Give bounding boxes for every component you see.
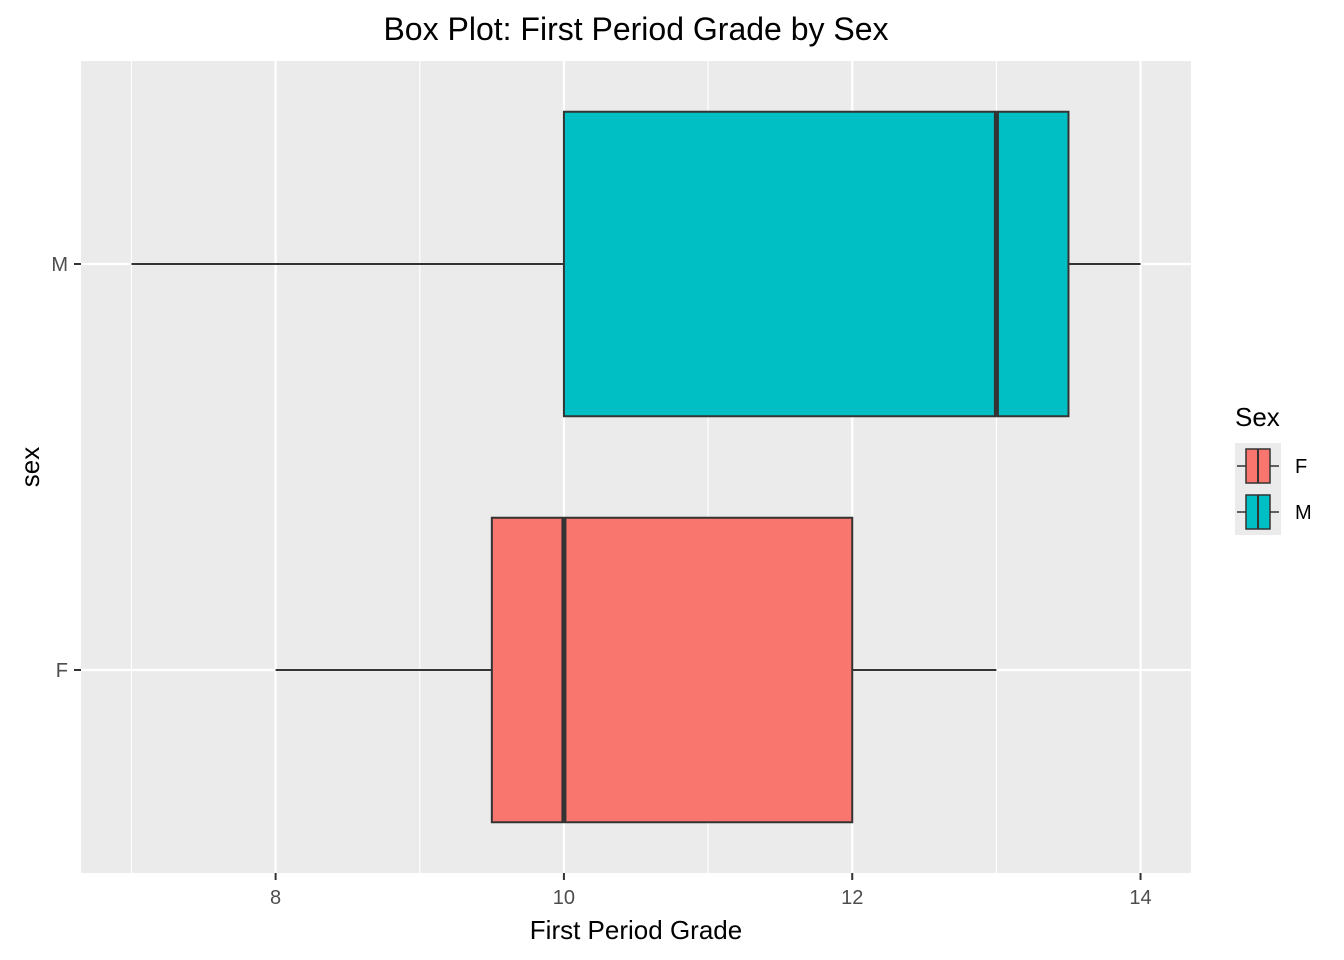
legend-title: Sex [1235, 402, 1280, 432]
x-tick-label: 12 [841, 887, 863, 909]
box-M [131, 110, 1141, 418]
box-F [275, 516, 997, 824]
x-axis: 8 10 12 14 [270, 873, 1152, 909]
x-tick-label: 10 [553, 887, 575, 909]
box-rect-F [490, 516, 854, 824]
y-tick-label: M [51, 254, 68, 276]
box-rect-M [562, 110, 1070, 418]
chart-title: Box Plot: First Period Grade by Sex [383, 11, 888, 47]
y-tick-label: F [56, 660, 68, 682]
legend-entry-F: F [1235, 443, 1307, 489]
legend: Sex FM [1235, 402, 1312, 535]
legend-label-F: F [1295, 456, 1307, 478]
x-tick-label: 14 [1129, 887, 1151, 909]
y-axis-title: sex [15, 447, 45, 487]
legend-keys: FM [1235, 443, 1312, 535]
legend-label-M: M [1295, 502, 1312, 524]
y-axis: FM [51, 254, 81, 682]
x-tick-label: 8 [270, 887, 281, 909]
legend-entry-M: M [1235, 489, 1312, 535]
boxes-layer [131, 110, 1141, 824]
x-axis-title: First Period Grade [530, 915, 742, 945]
